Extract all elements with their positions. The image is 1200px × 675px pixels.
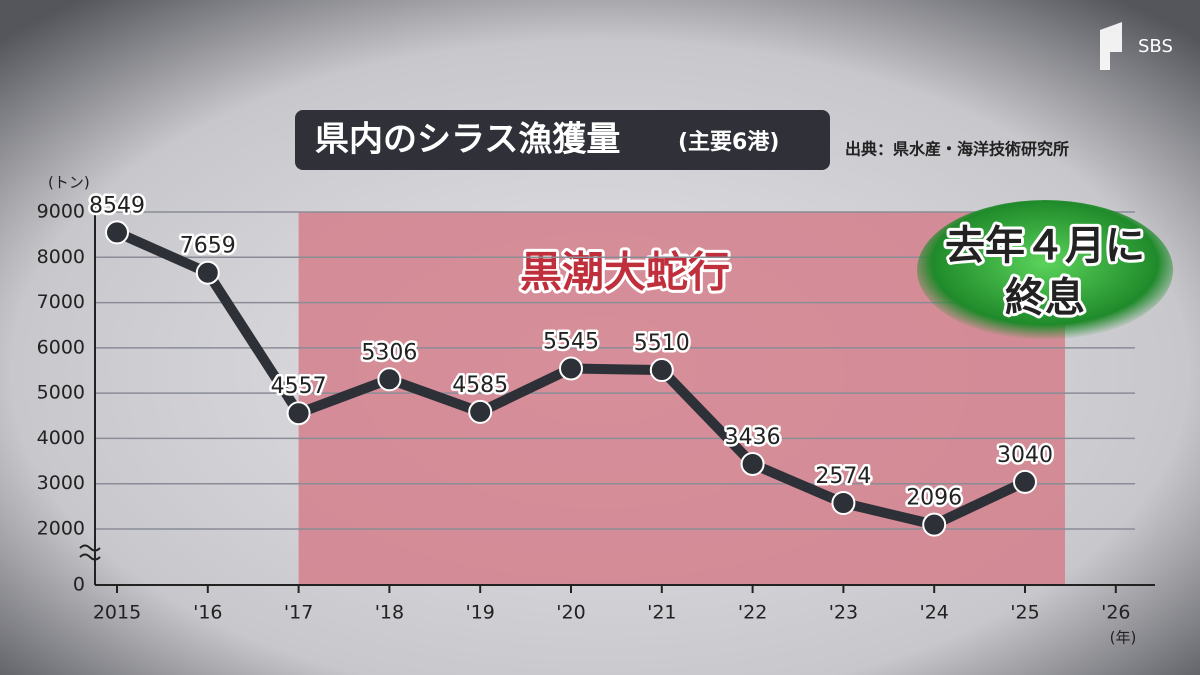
x-tick-label: '24 — [919, 602, 948, 624]
value-label: 7659 — [180, 234, 236, 259]
chart-title: 県内のシラス漁獲量 — [315, 120, 620, 160]
data-point — [468, 399, 493, 424]
plot-layer: 8549 7659 4557 5306 4585 5545 5510 3436 2574 2096… — [87, 191, 1056, 537]
x-tick-label: '23 — [829, 602, 858, 624]
value-label: 2574 — [815, 464, 871, 489]
value-label: 5306 — [361, 340, 417, 365]
y-tick-label: 0 — [73, 574, 85, 596]
callout-bubble — [917, 200, 1173, 340]
x-tick-label: '22 — [738, 602, 767, 624]
title-box — [295, 110, 830, 170]
grid-layer: 0 2000 3000 4000 5000 6000 7000 8000 9000 2015 '16… — [37, 201, 1155, 624]
logo-mark — [1100, 22, 1122, 70]
y-tick-label: 5000 — [37, 382, 85, 404]
chart-subtitle: (主要6港) — [678, 130, 779, 155]
value-label: 4557 — [271, 374, 327, 399]
data-point — [105, 220, 129, 245]
y-tick-label: 3000 — [37, 472, 85, 494]
x-tick-label: '18 — [375, 602, 404, 624]
data-point — [740, 451, 765, 476]
value-label: 8549 — [89, 193, 145, 218]
x-tick-label: '17 — [284, 602, 313, 624]
x-tick-label: 2015 — [93, 602, 141, 624]
data-point — [195, 260, 220, 285]
x-tick-label: '26 — [1101, 602, 1130, 624]
logo: SBS — [1138, 36, 1173, 57]
value-label: 3436 — [725, 425, 781, 450]
data-point — [1013, 469, 1037, 494]
shaded-region-label: 黒潮大蛇行 — [520, 248, 730, 297]
x-tick-label: '25 — [1010, 602, 1039, 624]
x-tick-label: '19 — [465, 602, 494, 624]
callout-text: 去年４月に — [945, 223, 1145, 269]
data-point — [286, 401, 311, 426]
data-point — [831, 491, 856, 516]
y-tick-label: 8000 — [37, 246, 85, 268]
value-label: 5545 — [543, 329, 599, 354]
y-axis-label: (トン) — [48, 174, 90, 192]
axis-break — [79, 544, 101, 561]
callout-text: 終息 — [1005, 275, 1085, 321]
data-point — [559, 356, 583, 381]
data-point — [649, 358, 674, 383]
value-label: 2096 — [906, 486, 962, 511]
y-tick-label: 6000 — [37, 336, 85, 358]
data-point — [922, 512, 947, 537]
x-tick-label: '21 — [647, 602, 676, 624]
x-tick-label: '16 — [193, 602, 222, 624]
data-point — [377, 367, 402, 392]
source: 出典：県水産・海洋技術研究所 — [845, 140, 1069, 159]
x-tick-label: '20 — [556, 602, 585, 624]
y-tick-label: 9000 — [37, 201, 85, 223]
value-label: 5510 — [634, 331, 690, 356]
y-tick-label: 7000 — [37, 291, 85, 313]
y-tick-label: 4000 — [37, 427, 85, 449]
x-axis-label: (年) — [1110, 629, 1137, 647]
value-label: 4585 — [452, 373, 508, 398]
value-label: 3040 — [997, 443, 1053, 468]
y-tick-label: 2000 — [37, 518, 85, 540]
